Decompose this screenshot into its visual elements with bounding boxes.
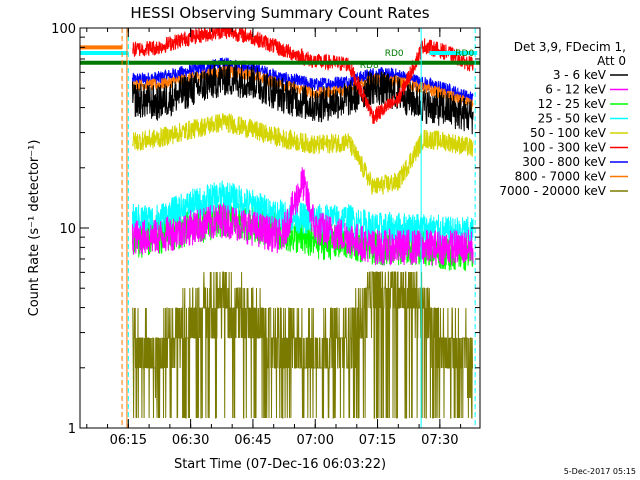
legend-entry-label-7: 800 - 7000 keV (515, 170, 607, 184)
series-line-5 (132, 28, 474, 124)
x-tick-label-3: 07:00 (297, 433, 334, 448)
legend-entry-label-0: 3 - 6 keV (553, 68, 607, 82)
series-line-8 (132, 271, 474, 419)
chart-title: HESSI Observing Summary Count Rates (130, 4, 429, 22)
legend-entry-label-6: 300 - 800 keV (522, 155, 606, 169)
x-tick-label-2: 06:45 (234, 433, 271, 448)
x-tick-label-5: 07:30 (421, 433, 458, 448)
series-line-4 (132, 113, 474, 195)
legend-header-0: Det 3,9, FDecim 1, (514, 40, 626, 54)
y-tick-label-2: 100 (51, 22, 76, 37)
legend-entry-label-2: 12 - 25 keV (538, 97, 607, 111)
legend-entry-label-4: 50 - 100 keV (530, 126, 607, 140)
y-tick-label-1: 10 (59, 222, 76, 237)
y-axis-label: Count Rate (s⁻¹ detector⁻¹) (27, 140, 42, 317)
legend-entry-label-3: 25 - 50 keV (538, 112, 607, 126)
timestamp: 5-Dec-2017 05:15 (564, 467, 636, 476)
x-axis-label: Start Time (07-Dec-16 06:03:22) (174, 457, 386, 472)
legend-entry-label-8: 7000 - 20000 keV (499, 184, 606, 198)
y-tick-label-0: 1 (68, 422, 76, 437)
x-tick-label-1: 06:30 (172, 433, 209, 448)
annotation-label-2: RD0 (455, 49, 474, 59)
series-line-1 (132, 167, 474, 266)
legend-entry-label-5: 100 - 300 keV (522, 141, 606, 155)
series-line-0 (132, 59, 474, 135)
legend-entry-label-1: 6 - 12 keV (545, 83, 607, 97)
x-tick-label-0: 06:15 (110, 433, 147, 448)
x-tick-label-4: 07:15 (359, 433, 396, 448)
legend-header-1: Att 0 (597, 54, 626, 68)
annotation-label-0: RD0 (385, 49, 404, 59)
series-line-6 (132, 57, 474, 105)
annotation-label-1: RD8 (360, 61, 379, 71)
